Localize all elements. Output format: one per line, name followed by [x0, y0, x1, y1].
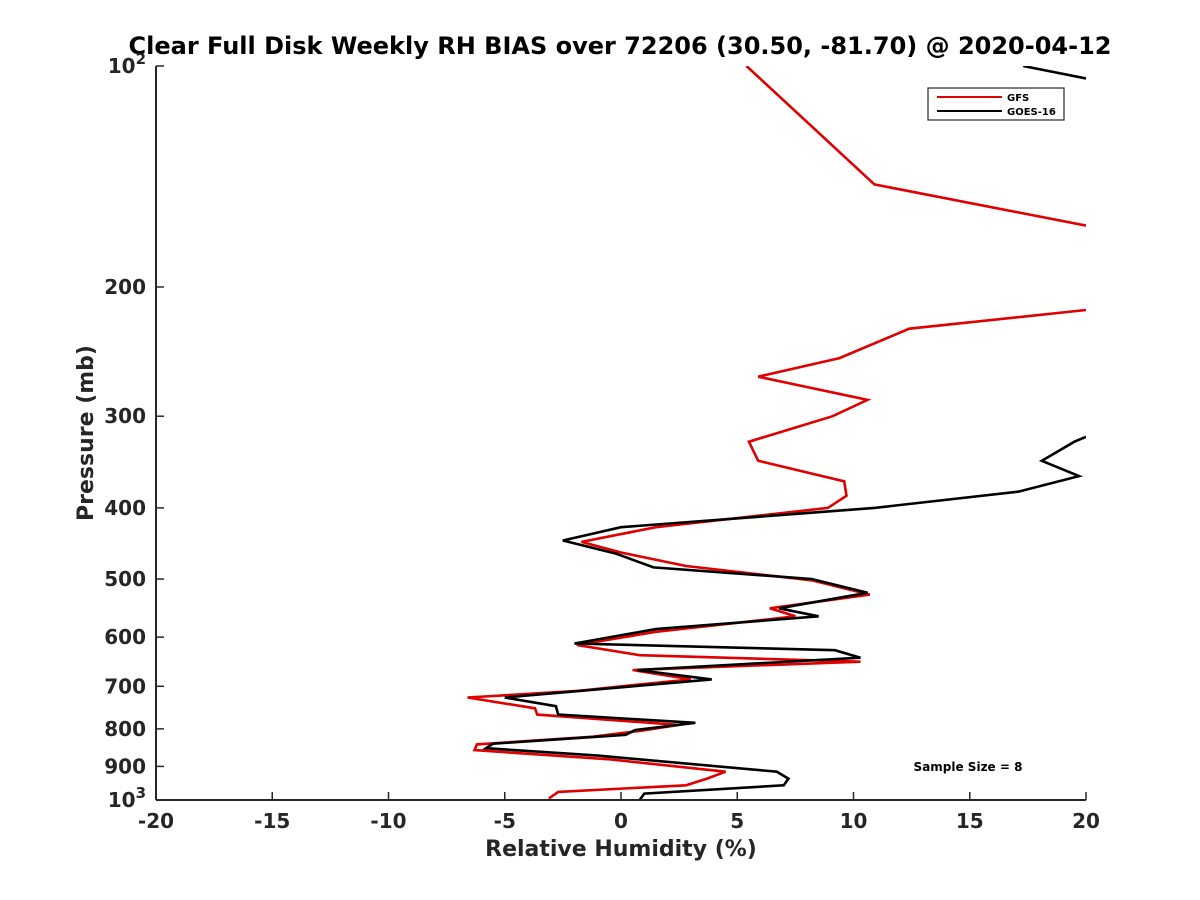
sample-size-annotation: Sample Size = 8 — [914, 760, 1023, 774]
y-tick-label: 300 — [104, 404, 146, 428]
y-tick-label: 103 — [108, 784, 146, 812]
x-tick-label: -15 — [254, 809, 290, 833]
x-tick-label: -5 — [494, 809, 516, 833]
x-ticks: -20 -15 -10 -5 0 5 10 15 20 — [138, 792, 1100, 833]
y-axis-label: Pressure (mb) — [74, 345, 99, 521]
series-layer — [467, 66, 1086, 800]
chart-title: Clear Full Disk Weekly RH BIAS over 7220… — [129, 32, 1112, 60]
x-axis-label: Relative Humidity (%) — [485, 837, 757, 862]
series-line-gfs — [467, 66, 1086, 800]
series-line-goes-16 — [482, 66, 1086, 800]
x-tick-label: 5 — [730, 809, 744, 833]
x-tick-label: -20 — [138, 809, 174, 833]
x-tick-label: 0 — [614, 809, 628, 833]
y-tick-label: 102 — [108, 50, 146, 78]
x-tick-label: -10 — [370, 809, 406, 833]
y-tick-label: 200 — [104, 275, 146, 299]
y-tick-label: 700 — [104, 674, 146, 698]
y-tick-label: 900 — [104, 754, 146, 778]
x-tick-label: 20 — [1072, 809, 1100, 833]
y-ticks: 102 200 300 400 500 600 700 800 900 103 — [104, 50, 164, 812]
y-tick-label: 500 — [104, 567, 146, 591]
legend: GFS GOES-16 — [927, 87, 1065, 121]
y-tick-label: 400 — [104, 496, 146, 520]
x-tick-label: 10 — [840, 809, 868, 833]
x-tick-label: 15 — [956, 809, 984, 833]
y-tick-label: 800 — [104, 717, 146, 741]
legend-goes16-label: GOES-16 — [1007, 107, 1056, 118]
legend-gfs-label: GFS — [1007, 93, 1029, 104]
legend-box — [927, 87, 1065, 121]
y-tick-label: 600 — [104, 625, 146, 649]
